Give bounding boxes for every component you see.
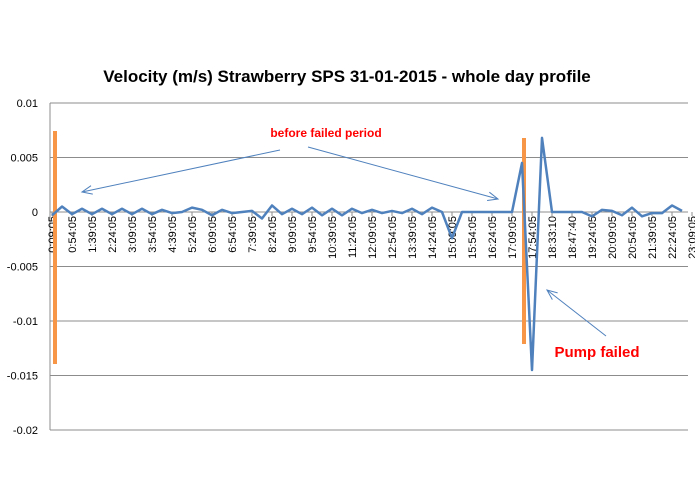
annotation-before-failed: before failed period [270, 126, 381, 140]
x-tick-label: 14:24:05 [427, 216, 439, 259]
x-tick-label: 21:39:05 [647, 216, 659, 259]
x-tick-label: 17:09:05 [507, 216, 519, 259]
x-tick-label: 1:39:05 [87, 216, 99, 253]
x-tick-label: 18:47:40 [567, 216, 579, 259]
y-tick-label: -0.005 [7, 262, 38, 274]
arrow-to-end [308, 147, 498, 199]
x-tick-label: 9:09:05 [287, 216, 299, 253]
x-tick-label: 6:54:05 [227, 216, 239, 253]
x-tick-label: 23:09:05 [687, 216, 695, 259]
x-tick-label: 20:09:05 [607, 216, 619, 259]
x-tick-label: 2:24:05 [107, 216, 119, 253]
y-tick-label: -0.01 [13, 316, 38, 328]
y-tick-label: -0.015 [7, 371, 38, 383]
x-tick-label: 3:09:05 [127, 216, 139, 253]
y-tick-label: 0.005 [10, 153, 38, 165]
x-tick-label: 11:24:05 [347, 216, 359, 258]
x-tick-label: 18:33:10 [547, 216, 559, 259]
arrow-to-failure [547, 290, 606, 336]
x-tick-label: 15:54:05 [467, 216, 479, 259]
x-tick-label: 5:24:05 [187, 216, 199, 253]
x-tick-label: 12:54:05 [387, 216, 399, 259]
y-tick-label: 0.01 [17, 98, 38, 110]
x-tick-label: 22:24:05 [667, 216, 679, 259]
x-tick-label: 4:39:05 [167, 216, 179, 253]
chart-title: Velocity (m/s) Strawberry SPS 31-01-2015… [103, 67, 591, 86]
x-tick-label: 19:24:05 [587, 216, 599, 259]
x-tick-label: 8:24:05 [267, 216, 279, 253]
y-tick-label: 0 [32, 207, 38, 219]
x-tick-label: 12:09:05 [367, 216, 379, 259]
x-tick-label: 20:54:05 [627, 216, 639, 259]
arrow-to-start [82, 150, 280, 192]
x-tick-label: 6:09:05 [207, 216, 219, 253]
annotation-pump-failed: Pump failed [554, 344, 639, 361]
x-tick-label: 13:39:05 [407, 216, 419, 259]
x-tick-label: 0:54:05 [67, 216, 79, 253]
x-tick-label: 7:39:05 [247, 216, 259, 253]
x-tick-label: 9:54:05 [307, 216, 319, 253]
y-tick-label: -0.02 [13, 425, 38, 437]
x-tick-label: 3:54:05 [147, 216, 159, 253]
x-tick-label: 16:24:05 [487, 216, 499, 259]
x-tick-label: 10:39:05 [327, 216, 339, 259]
